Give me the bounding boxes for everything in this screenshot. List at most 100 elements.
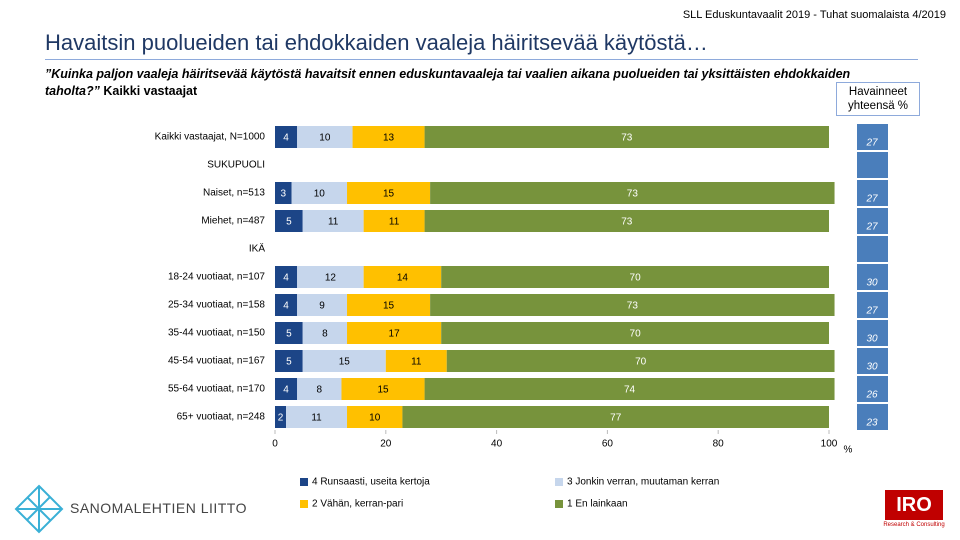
bar-segment <box>297 266 364 288</box>
logo-left: SANOMALEHTIEN LIITTO <box>70 500 247 516</box>
totals-label: 30 <box>866 362 878 373</box>
chart-title: Havaitsin puolueiden tai ehdokkaiden vaa… <box>45 30 708 55</box>
totals-box <box>857 376 888 402</box>
bar-segment <box>297 294 348 316</box>
value-label: 3 <box>281 189 287 200</box>
value-label: 11 <box>311 413 322 424</box>
bar-segment <box>275 266 298 288</box>
category-label: Miehet, n=487 <box>201 216 265 227</box>
x-tick-label: 60 <box>602 439 614 450</box>
logo-right: IRO <box>885 490 943 520</box>
bar-segment <box>297 126 353 148</box>
value-label: 4 <box>283 301 289 312</box>
value-label: 77 <box>610 413 622 424</box>
legend-label: 1 En lainkaan <box>567 499 628 510</box>
bar-segment <box>341 378 425 400</box>
totals-cell <box>857 236 888 262</box>
bar-segment <box>363 210 425 232</box>
value-label: 8 <box>317 385 323 396</box>
category-label: 55-64 vuotiaat, n=170 <box>168 384 265 395</box>
totals-box <box>857 348 888 374</box>
bar-segment <box>402 406 829 428</box>
question-block: ”Kuinka paljon vaaleja häiritsevää käytö… <box>45 66 905 100</box>
totals-label: 27 <box>865 194 878 205</box>
value-label: 15 <box>383 189 395 200</box>
totals-label: 27 <box>865 222 878 233</box>
legend-swatch <box>300 500 308 508</box>
value-label: 73 <box>627 189 639 200</box>
legend-swatch <box>300 478 308 486</box>
value-label: 11 <box>411 357 422 368</box>
totals-label: 26 <box>865 390 878 401</box>
legend-swatch <box>555 478 563 486</box>
value-label: 74 <box>624 385 636 396</box>
bar-segment <box>291 182 348 204</box>
bar-segment <box>275 126 298 148</box>
value-label: 5 <box>286 217 292 228</box>
value-label: 12 <box>325 273 337 284</box>
value-label: 9 <box>319 301 325 312</box>
category-label: 65+ vuotiaat, n=248 <box>177 412 266 423</box>
source: SLL Eduskuntavaalit 2019 - Tuhat suomala… <box>682 9 946 21</box>
x-tick-label: 20 <box>380 439 392 450</box>
bar-segment <box>286 406 348 428</box>
totals-box <box>857 320 888 346</box>
bar-segment <box>441 322 829 344</box>
value-label: 11 <box>328 217 339 228</box>
bar-segment <box>352 126 425 148</box>
bar-segment <box>424 126 829 148</box>
value-label: 10 <box>319 133 331 144</box>
bar-segment <box>302 322 348 344</box>
totals-box <box>857 208 888 234</box>
value-label: 14 <box>397 273 409 284</box>
x-unit: % <box>844 445 853 456</box>
value-label: 2 <box>278 413 284 424</box>
value-label: 17 <box>389 329 401 340</box>
bar-segment <box>275 294 298 316</box>
bar-segment <box>275 182 292 204</box>
totals-box <box>857 264 888 290</box>
value-label: 10 <box>369 413 381 424</box>
title-rule <box>45 59 918 60</box>
category-label: Naiset, n=513 <box>203 188 265 199</box>
bar-segment <box>347 182 431 204</box>
subtitle: Kaikki vastaajat <box>103 84 198 98</box>
bar-segment <box>302 350 386 372</box>
value-label: 4 <box>283 273 289 284</box>
bar-segment <box>275 322 303 344</box>
bar-segment <box>446 350 835 372</box>
value-label: 70 <box>630 273 642 284</box>
totals-label: 27 <box>865 138 878 149</box>
totals-cell <box>857 152 888 178</box>
category-label: 18-24 vuotiaat, n=107 <box>168 272 265 283</box>
totals-label: 27 <box>865 306 878 317</box>
bar-segment <box>424 210 829 232</box>
question: ”Kuinka paljon vaaleja häiritsevää käytö… <box>45 67 851 98</box>
bar-segment <box>424 378 835 400</box>
category-label: 35-44 vuotiaat, n=150 <box>168 328 265 339</box>
value-label: 4 <box>283 385 289 396</box>
value-label: 8 <box>322 329 328 340</box>
bar-segment <box>275 350 303 372</box>
totals-label: 30 <box>866 278 878 289</box>
category-label: Kaikki vastaajat, N=1000 <box>155 132 266 143</box>
logo-mark <box>10 482 68 540</box>
value-label: 15 <box>377 385 389 396</box>
bar-segment <box>347 294 431 316</box>
value-label: 73 <box>621 133 633 144</box>
bar-segment <box>297 378 342 400</box>
value-label: 13 <box>383 133 395 144</box>
legend-label: 2 Vähän, kerran-pari <box>312 499 403 510</box>
x-tick-label: 40 <box>491 439 503 450</box>
category-label: 25-34 vuotiaat, n=158 <box>168 300 265 311</box>
value-label: 70 <box>635 357 647 368</box>
value-label: 4 <box>283 133 289 144</box>
value-label: 73 <box>621 217 633 228</box>
legend-swatch <box>555 500 563 508</box>
category-label: 45-54 vuotiaat, n=167 <box>168 356 265 367</box>
bar-segment <box>275 210 303 232</box>
bar-segment <box>430 182 835 204</box>
value-label: 70 <box>630 329 642 340</box>
